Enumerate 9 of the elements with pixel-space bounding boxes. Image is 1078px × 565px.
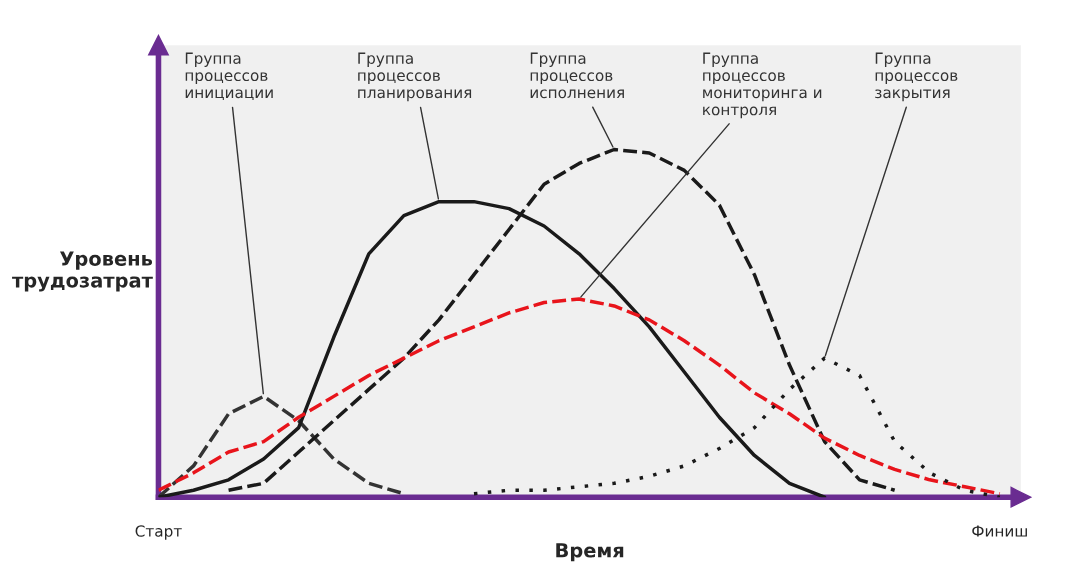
x-axis-title: Время bbox=[556, 543, 624, 562]
x-tick-label: Старт bbox=[135, 525, 182, 540]
text: Группа процессов закрытия bbox=[875, 52, 958, 102]
text: Группа процессов мониторинга и контроля bbox=[703, 52, 822, 119]
text: Группа процессов планирования bbox=[358, 52, 472, 102]
text: Группа процессов исполнения bbox=[530, 52, 624, 99]
text: Группа процессов инициации bbox=[185, 52, 273, 101]
x-tick-label: Финиш bbox=[972, 525, 1027, 537]
y-axis-title: Уровень трудозатрат bbox=[12, 251, 153, 292]
